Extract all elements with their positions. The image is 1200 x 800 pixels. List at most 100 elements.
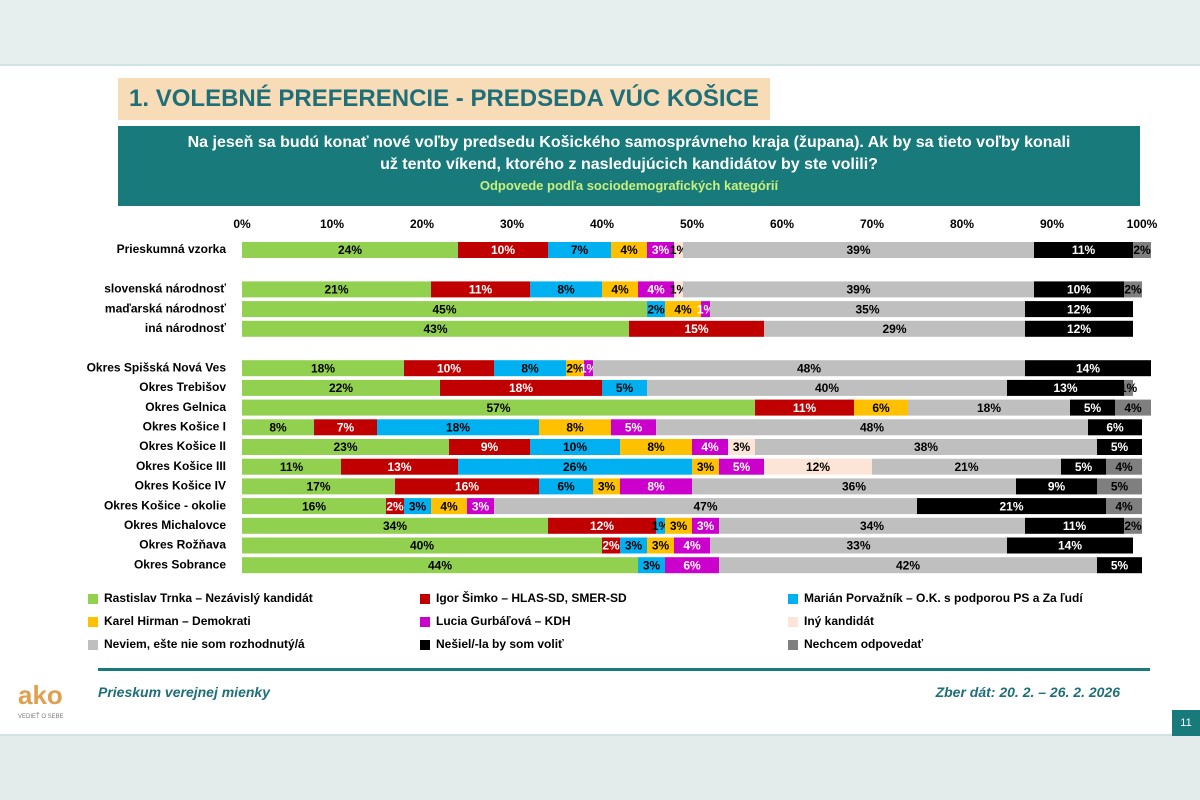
category-label: Okres Michalovce — [124, 518, 226, 532]
bar-segment — [242, 557, 638, 574]
legend-swatch — [788, 617, 798, 627]
data-label: 6% — [683, 558, 701, 572]
bar-segment — [683, 242, 1034, 258]
x-tick-label: 60% — [770, 217, 794, 231]
data-label: 21% — [324, 283, 348, 297]
data-label: 38% — [914, 440, 938, 454]
data-label: 12% — [590, 519, 614, 533]
page-number: 11 — [1172, 710, 1200, 736]
bar-segment — [755, 439, 1097, 455]
data-label: 6% — [872, 401, 890, 415]
bar-segment — [1025, 517, 1124, 534]
bar-segment — [458, 242, 548, 258]
bar-segment — [710, 301, 1025, 318]
data-label: 6% — [557, 480, 575, 494]
legend-label: Rastislav Trnka – Nezávislý kandidát — [104, 591, 313, 605]
category-label: Okres Košice IV — [135, 479, 226, 493]
category-label: Okres Košice III — [136, 459, 226, 473]
x-tick-label: 70% — [860, 217, 884, 231]
x-tick-label: 10% — [320, 217, 344, 231]
data-label: 2% — [647, 302, 665, 316]
bar-segment — [1106, 498, 1142, 515]
data-label: 5% — [1084, 401, 1102, 415]
bar-segment — [242, 242, 458, 258]
data-label: 3% — [670, 519, 688, 533]
title: 1. VOLEBNÉ PREFERENCIE - PREDSEDA VÚC KO… — [118, 78, 770, 120]
x-tick-label: 80% — [950, 217, 974, 231]
bar-segment — [494, 498, 917, 515]
data-label: 47% — [693, 499, 717, 513]
bar-segment — [1007, 537, 1133, 554]
data-label: 3% — [652, 539, 670, 553]
legend-swatch — [420, 640, 430, 650]
data-label: 33% — [846, 539, 870, 553]
bar-segment — [1034, 242, 1133, 258]
data-label: 9% — [481, 440, 499, 454]
legend-label: Nechcem odpovedať — [804, 637, 923, 651]
bar-segment — [620, 478, 692, 495]
category-label: Okres Spišská Nová Ves — [87, 360, 227, 374]
data-label: 40% — [815, 381, 839, 395]
bar-segment — [665, 301, 701, 318]
data-label: 24% — [338, 243, 362, 257]
bar-segment — [1007, 379, 1124, 396]
bar-segment — [674, 242, 683, 258]
data-label: 8% — [521, 361, 539, 375]
category-label: Okres Rožňava — [139, 538, 226, 552]
data-label: 45% — [432, 302, 456, 316]
bar-segment — [683, 281, 1034, 298]
data-label: 16% — [302, 499, 326, 513]
x-tick-label: 50% — [680, 217, 704, 231]
bar-segment — [674, 281, 683, 298]
x-tick-label: 30% — [500, 217, 524, 231]
data-label: 4% — [611, 283, 629, 297]
bar-segment — [404, 498, 431, 515]
data-label: 7% — [571, 243, 589, 257]
bar-segment — [494, 360, 566, 377]
bar-segment — [1097, 478, 1142, 495]
bar-segment — [1025, 320, 1133, 337]
data-label: 5% — [625, 420, 643, 434]
bar-segment — [566, 360, 584, 377]
bar-segment — [242, 419, 314, 436]
bar-segment — [1115, 399, 1151, 416]
bar-segment — [917, 498, 1106, 515]
category-label: Okres Košice I — [143, 419, 226, 433]
top-strip — [0, 0, 1200, 64]
bar-segment — [242, 360, 404, 377]
x-tick-label: 100% — [1127, 217, 1158, 231]
data-label: 26% — [563, 460, 587, 474]
data-label: 12% — [1067, 302, 1091, 316]
bar-segment — [647, 301, 665, 318]
data-label: 3% — [652, 243, 670, 257]
data-label: 29% — [882, 322, 906, 336]
bar-segment — [1016, 478, 1097, 495]
footer-left: Prieskum verejnej mienky — [98, 684, 270, 700]
data-label: 35% — [855, 302, 879, 316]
bar-segment — [314, 419, 377, 436]
bar-segment — [377, 419, 539, 436]
bar-segment — [602, 281, 638, 298]
bar-segment — [242, 458, 341, 475]
data-label: 5% — [733, 460, 751, 474]
legend-label: Nešiel/-la by som voliť — [436, 637, 564, 651]
data-label: 40% — [410, 539, 434, 553]
data-label: 11% — [1063, 519, 1087, 533]
legend-swatch — [788, 594, 798, 604]
bar-segment — [854, 399, 908, 416]
data-label: 11% — [280, 460, 304, 474]
bar-segment — [674, 537, 710, 554]
data-label: 57% — [486, 401, 510, 415]
data-label: 8% — [647, 440, 665, 454]
bar-segment — [467, 498, 494, 515]
logo: ako — [18, 680, 63, 710]
category-label: Okres Sobrance — [134, 557, 226, 571]
x-tick-label: 20% — [410, 217, 434, 231]
legend-label: Lucia Gurbáľová – KDH — [436, 614, 571, 628]
bar-segment — [764, 458, 872, 475]
data-label: 15% — [684, 322, 708, 336]
data-label: 3% — [697, 460, 715, 474]
bar-segment — [620, 537, 647, 554]
bar-segment — [1025, 360, 1151, 377]
bar-segment — [395, 478, 539, 495]
